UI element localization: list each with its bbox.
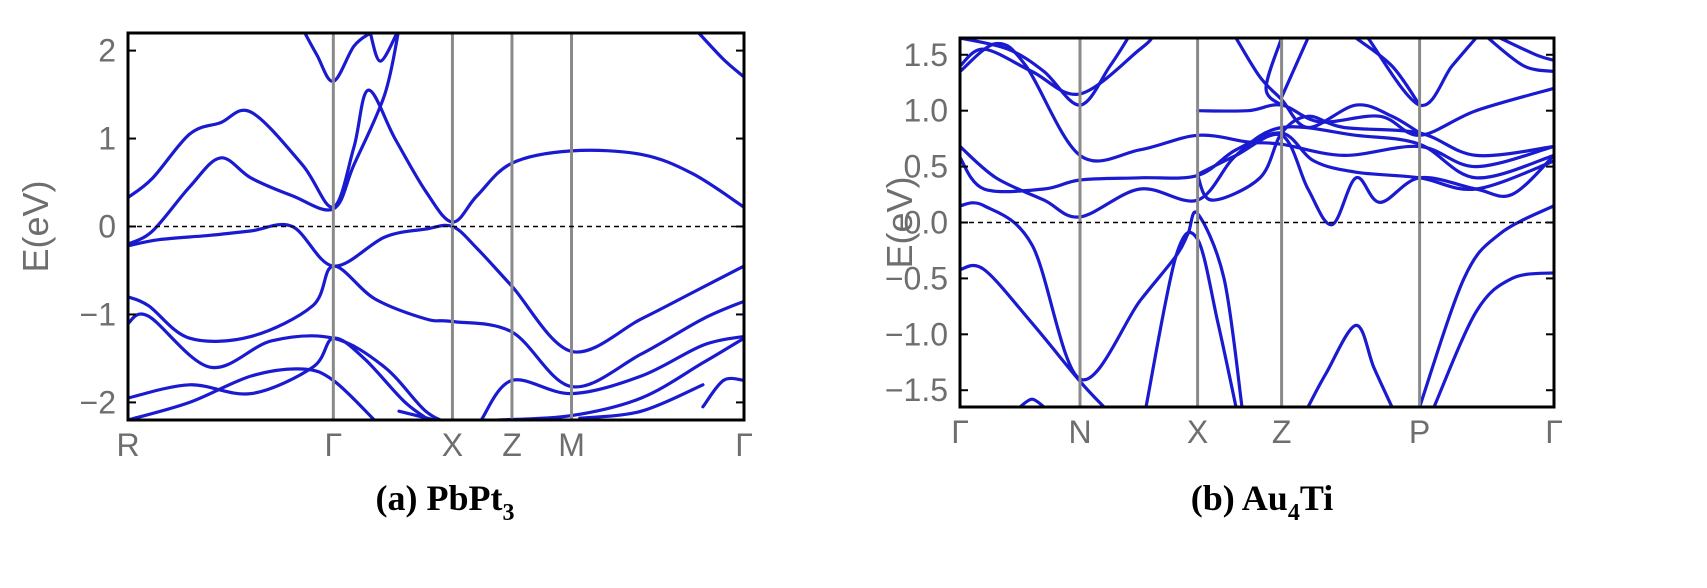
y-ticks-a: 2 1 0 −1 −2 [80, 33, 744, 420]
band-line [1418, 204, 1554, 407]
caption-a: (a) PbPt3 [376, 478, 515, 526]
band-line [1486, 38, 1554, 74]
y-ticks-b: 1.5 1.0 0.5 0.0 −0.5 −1.0 −1.5 [885, 37, 1554, 408]
band-line [303, 33, 372, 83]
y-tick-label: 0.5 [904, 149, 948, 185]
kpoint-label: Z [1272, 414, 1292, 450]
y-tick-label: −1.0 [885, 316, 948, 352]
band-line [397, 409, 442, 420]
kpoint-label: X [1187, 414, 1208, 450]
bands-a [128, 33, 744, 420]
band-line [128, 336, 433, 420]
band-line [960, 41, 1554, 169]
band-line [960, 263, 1106, 407]
band-line [1432, 271, 1554, 407]
panel-b: 1.5 1.0 0.5 0.0 −0.5 −1.0 −1.5 Γ N X Z P Γ E(eV) (b… [879, 36, 1563, 526]
y-tick-label: 1.5 [904, 37, 948, 73]
band-line [1366, 38, 1478, 107]
band-line [128, 88, 744, 224]
band-line [128, 312, 445, 420]
kpoint-label: M [558, 427, 585, 463]
band-line [1196, 132, 1554, 227]
kpoint-label: R [116, 427, 139, 463]
band-line [1280, 38, 1310, 99]
kpoint-label: Γ [735, 427, 753, 463]
kpoint-label: Γ [951, 414, 969, 450]
band-line [1498, 38, 1554, 62]
band-line [960, 125, 1554, 219]
band-line [960, 201, 1244, 407]
y-tick-label: 2 [98, 33, 116, 69]
band-line [1234, 38, 1422, 135]
band-line [368, 33, 399, 63]
band-line [128, 33, 400, 246]
kpoint-label: Z [502, 427, 522, 463]
band-line [1306, 323, 1394, 407]
band-line [1018, 397, 1046, 407]
kpoint-label: Γ [325, 427, 343, 463]
caption-b: (b) Au4Ti [1191, 478, 1333, 526]
y-tick-label: 1.0 [904, 93, 948, 129]
y-tick-label: −1.5 [885, 372, 948, 408]
y-tick-label: −0.5 [885, 260, 948, 296]
y-axis-label-b: E(eV) [879, 176, 920, 268]
band-line [701, 376, 744, 409]
kpoint-label: N [1068, 414, 1091, 450]
kpoint-label: P [1409, 414, 1430, 450]
y-tick-label: −1 [80, 296, 116, 332]
y-axis-label-a: E(eV) [15, 180, 56, 272]
band-line [128, 367, 376, 420]
y-tick-label: −2 [80, 384, 116, 420]
band-line [1196, 86, 1554, 137]
band-line [578, 383, 705, 420]
y-tick-label: 0.0 [904, 205, 948, 241]
band-line [128, 264, 744, 389]
bands-b [960, 38, 1554, 407]
band-line [1144, 230, 1238, 407]
band-line [960, 38, 1130, 107]
y-tick-label: 0 [98, 209, 116, 245]
band-line [1196, 114, 1554, 202]
band-line [496, 336, 744, 420]
band-line [1264, 38, 1284, 107]
band-line [128, 222, 744, 354]
kpoint-label: X [442, 427, 463, 463]
band-line [696, 33, 744, 79]
kpoint-label: Γ [1545, 414, 1563, 450]
y-tick-label: 1 [98, 121, 116, 157]
band-line [1354, 38, 1422, 107]
